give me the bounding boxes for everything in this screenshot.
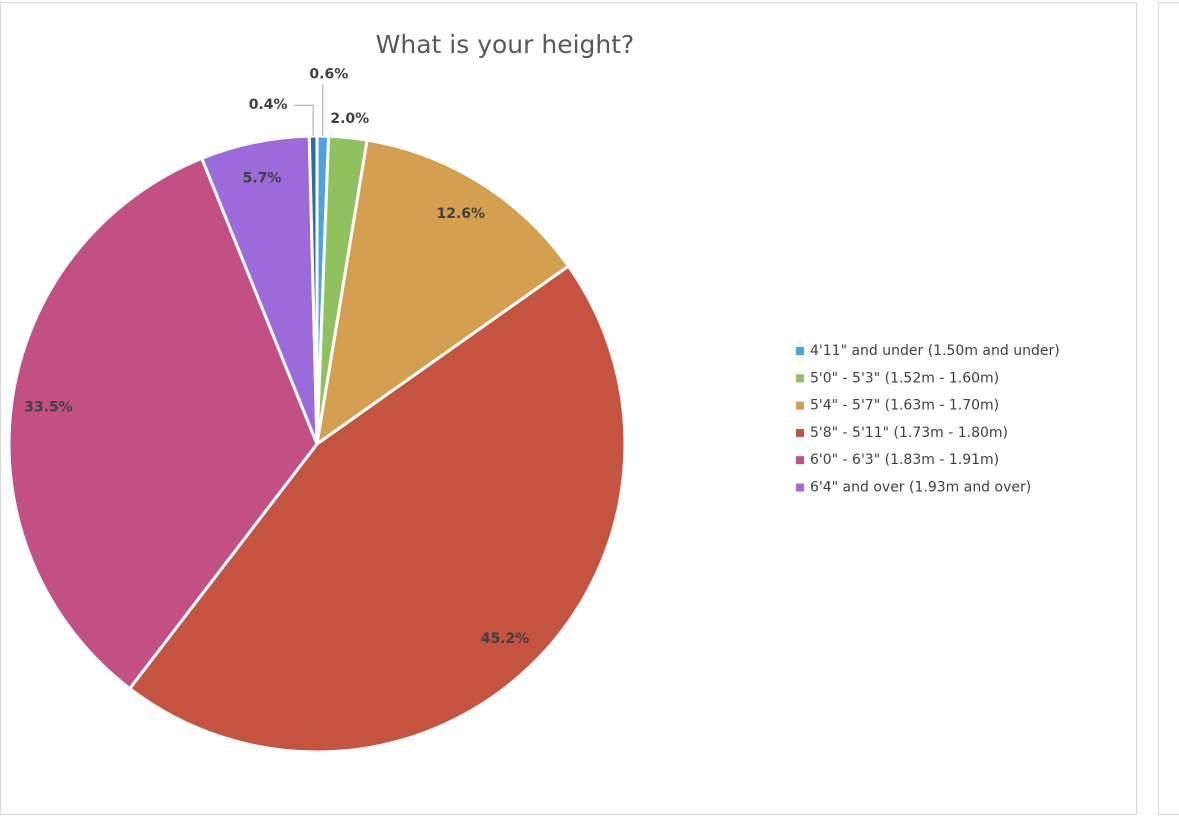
data-label: 2.0% xyxy=(330,111,369,127)
legend-swatch xyxy=(796,347,804,355)
chart-title: What is your height? xyxy=(376,30,635,59)
legend-label: 6'0" - 6'3" (1.83m - 1.91m) xyxy=(810,452,999,468)
legend-swatch xyxy=(796,456,804,464)
legend-label: 5'0" - 5'3" (1.52m - 1.60m) xyxy=(810,370,999,386)
data-label: 33.5% xyxy=(24,399,73,415)
legend-swatch xyxy=(796,484,804,492)
side-panel xyxy=(1159,3,1179,815)
data-label: 0.6% xyxy=(309,66,348,82)
data-label: 45.2% xyxy=(481,631,530,647)
legend-swatch xyxy=(796,374,804,382)
legend-label: 5'4" - 5'7" (1.63m - 1.70m) xyxy=(810,398,999,414)
legend-label: 4'11" and under (1.50m and under) xyxy=(810,343,1060,359)
data-label: 0.4% xyxy=(249,97,288,113)
legend-label: 5'8" - 5'11" (1.73m - 1.80m) xyxy=(810,425,1008,441)
legend-label: 6'4" and over (1.93m and over) xyxy=(810,480,1031,496)
data-label: 5.7% xyxy=(243,171,282,187)
legend-swatch xyxy=(796,429,804,437)
legend-swatch xyxy=(796,402,804,410)
data-label: 12.6% xyxy=(437,206,486,222)
